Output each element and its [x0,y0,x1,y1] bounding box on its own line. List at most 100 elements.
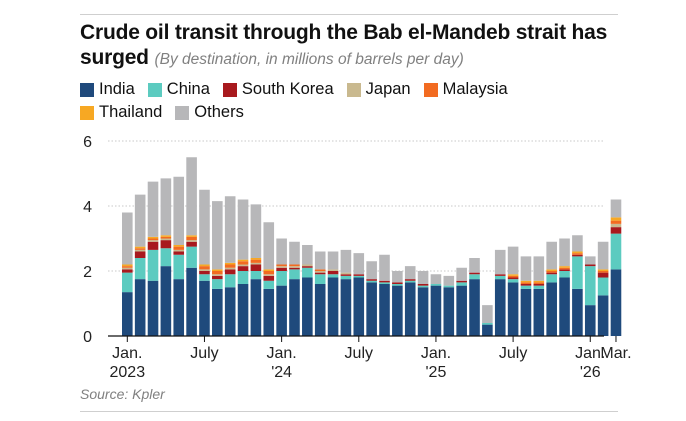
bar-segment [546,269,557,272]
bar-segment [237,264,249,267]
bar-segment [559,238,570,267]
bar-segment [494,249,506,275]
bar-segment [212,279,223,289]
bar-segment [250,204,262,259]
bar-segment [584,266,596,306]
bar-segment [263,280,275,289]
bar-segment [237,271,249,284]
bar-segment [173,251,185,255]
bar-segment [572,235,583,252]
bar-segment [494,274,506,276]
bar-segment [456,267,467,281]
bar-segment [340,249,352,273]
bar-segment [456,280,467,283]
bar-segment [289,279,300,337]
bar-segment [314,251,326,270]
bar-segment [469,258,480,273]
bar-segment [122,272,133,293]
top-rule [80,14,618,15]
bar-segment [237,199,249,260]
bar-segment [340,279,352,337]
y-tick-label: 2 [83,264,92,281]
bar-segment [392,285,403,337]
y-tick-label: 6 [83,134,92,151]
bar-segment [353,253,365,275]
bar-segment [302,245,313,265]
bar-segment [430,274,442,284]
bar-segment [533,280,545,283]
bar-segment [520,280,532,283]
bar-segment [314,269,326,272]
bar-segment [610,220,622,224]
bar-segment [443,285,455,288]
bar-segment [572,253,583,255]
bar-segment [533,256,545,281]
bar-segment [289,266,300,268]
legend-label: India [99,80,135,98]
bar-segment [572,256,583,289]
bar-segment [134,248,146,250]
bar-segment [276,266,287,268]
bar-segment [559,266,570,268]
bar-segment [147,241,159,250]
bar-segment [314,274,326,284]
bar-segment [199,280,210,336]
bar-segment [417,285,429,288]
bar-segment [224,274,236,288]
bar-segment [263,269,275,272]
bar-segment [366,261,377,280]
bar-segment [134,194,146,247]
bar-segment [186,241,197,247]
bar-segment [494,275,506,280]
bar-segment [263,274,275,276]
legend-swatch [346,82,361,97]
bar-segment [199,271,210,275]
bar-segment [134,246,146,249]
bar-segment [507,279,519,283]
x-tick-label: '25 [426,364,447,381]
bar-segment [276,267,287,271]
bar-segment [250,264,262,271]
legend-swatch [80,82,94,97]
bar-segment [494,279,506,337]
bar-segment [314,271,326,273]
legend-swatch [423,82,438,97]
x-tick-label: Jan. [112,345,142,362]
bar-segment [224,264,236,268]
bar-segment [173,279,185,337]
bar-segment [147,240,159,242]
legend-swatch [147,82,162,97]
bar-segment [520,285,532,289]
bar-segment [160,236,172,239]
bar-segment [559,271,570,278]
bar-segment [340,275,352,280]
bar-segment [134,279,146,337]
bar-segment [340,272,352,275]
bar-segment [212,275,223,280]
bar-segment [276,238,287,265]
bar-segment [276,264,287,267]
bar-segment [212,271,223,275]
legend-label: Japan [365,80,411,98]
bar-segment [597,295,609,337]
bar-segment [520,256,532,281]
source-note: Source: Kpler [80,386,165,402]
legend-label: Others [194,103,244,121]
bar-segment [430,284,442,286]
bar-segment [250,262,262,265]
legend-row: India China South Korea Japan Malaysia [80,78,620,101]
bar-segment [122,267,133,270]
legend: India China South Korea Japan Malaysia Thaila… [80,78,620,124]
legend-row: Thailand Others [80,101,620,124]
bar-segment [147,236,159,239]
bar-segment [160,235,172,237]
bar-segment [546,272,557,275]
bar-segment [250,279,262,337]
bar-segment [379,254,390,281]
bar-segment [443,275,455,286]
legend-swatch [80,105,94,120]
bar-segment [379,280,390,283]
bar-segment [546,241,557,270]
bar-segment [302,264,313,267]
